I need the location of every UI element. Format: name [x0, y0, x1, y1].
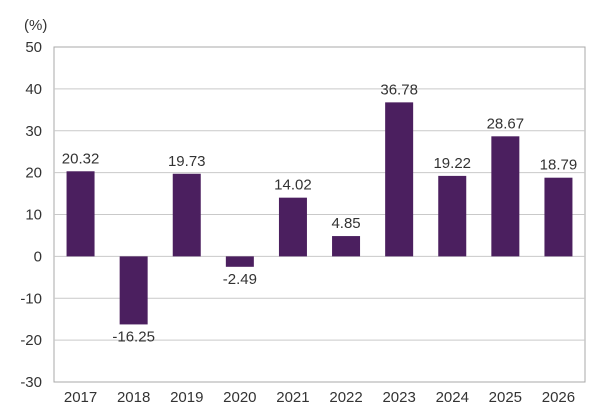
bar	[66, 171, 95, 257]
bar	[491, 136, 520, 257]
y-axis-label: (%)	[24, 17, 47, 34]
y-tick-label: 0	[34, 248, 42, 265]
x-tick-labels: 2017 2018 2019 2020 2021 2022 2023 2024 2025 2026	[64, 389, 575, 406]
data-label: 36.78	[380, 81, 418, 98]
data-label: 14.02	[274, 177, 312, 194]
bar	[225, 256, 254, 267]
data-label: 19.22	[433, 155, 471, 172]
bar	[172, 173, 201, 257]
bar	[332, 236, 361, 257]
y-tick-label: 20	[25, 165, 42, 182]
data-label: -2.49	[223, 271, 257, 288]
y-tick-labels: 50 40 30 20 10 0 -10 -20 -30	[20, 39, 42, 391]
x-tick-label: 2017	[64, 389, 97, 406]
x-tick-label: 2023	[382, 389, 415, 406]
data-label: 4.85	[331, 215, 360, 232]
bars	[66, 102, 573, 325]
bar	[278, 197, 307, 257]
y-tick-label: -20	[20, 332, 42, 349]
y-tick-label: -30	[20, 374, 42, 391]
data-label: 28.67	[487, 115, 525, 132]
y-tick-label: -10	[20, 290, 42, 307]
data-label: 19.73	[168, 153, 206, 170]
x-tick-label: 2021	[276, 389, 309, 406]
x-tick-label: 2020	[223, 389, 256, 406]
bar	[544, 177, 573, 257]
y-tick-label: 40	[25, 81, 42, 98]
x-tick-label: 2022	[329, 389, 362, 406]
x-tick-label: 2019	[170, 389, 203, 406]
y-tick-label: 30	[25, 123, 42, 140]
data-labels: 20.32 -16.25 19.73 -2.49 14.02 4.85 36.78 19.22…	[62, 81, 577, 345]
data-label: -16.25	[112, 328, 155, 345]
x-tick-label: 2018	[117, 389, 150, 406]
x-tick-label: 2024	[436, 389, 469, 406]
x-tick-label: 2025	[489, 389, 522, 406]
bar	[438, 175, 467, 257]
data-label: 20.32	[62, 150, 100, 167]
bar	[119, 256, 148, 325]
x-tick-label: 2026	[542, 389, 575, 406]
data-label: 18.79	[540, 157, 578, 174]
y-tick-label: 50	[25, 39, 42, 56]
y-tick-label: 10	[25, 207, 42, 224]
bar	[385, 102, 414, 257]
